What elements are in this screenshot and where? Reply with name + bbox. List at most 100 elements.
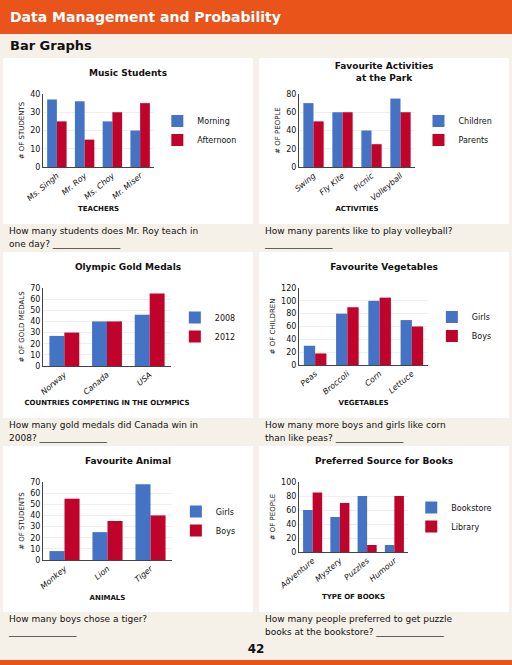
svg-text:10: 10 <box>30 145 40 154</box>
svg-text:Children: Children <box>458 117 491 126</box>
html-text:How many parents like to play: How many parents like to play volleyball… <box>265 226 453 236</box>
svg-text:Favourite Animal: Favourite Animal <box>85 456 171 466</box>
svg-text:40: 40 <box>30 90 40 99</box>
svg-text:0: 0 <box>35 362 40 371</box>
svg-text:Humour: Humour <box>368 556 399 584</box>
svg-text:Olympic Gold Medals: Olympic Gold Medals <box>75 262 181 272</box>
svg-text:Girls: Girls <box>216 508 234 517</box>
svg-text:Morning: Morning <box>197 117 229 126</box>
svg-text:# OF STUDENTS: # OF STUDENTS <box>18 101 26 159</box>
svg-text:40: 40 <box>286 335 296 344</box>
html-text:How many gold medals did Canad: How many gold medals did Canada win in <box>9 420 199 430</box>
svg-text:Broccoli: Broccoli <box>321 369 352 397</box>
html-text:How many more boys and girls l: How many more boys and girls like corn <box>265 420 446 430</box>
html-text:42: 42 <box>247 642 265 656</box>
svg-text:40: 40 <box>30 511 40 520</box>
svg-text:Canada: Canada <box>82 370 111 397</box>
svg-text:20: 20 <box>30 534 40 543</box>
svg-text:VEGETABLES: VEGETABLES <box>339 399 389 407</box>
svg-text:40: 40 <box>286 520 296 529</box>
svg-text:30: 30 <box>30 522 40 531</box>
svg-text:30: 30 <box>30 328 40 337</box>
svg-text:60: 60 <box>30 489 40 498</box>
svg-text:Corn: Corn <box>363 369 383 388</box>
svg-text:70: 70 <box>30 284 40 293</box>
svg-text:20: 20 <box>286 534 296 543</box>
svg-text:Adventure: Adventure <box>278 556 317 590</box>
svg-text:40: 40 <box>286 126 296 135</box>
svg-text:Favourite Activitiesat the Par: Favourite Activitiesat the Park <box>335 61 434 83</box>
svg-text:Norway: Norway <box>39 370 68 397</box>
svg-text:Mr. Roy: Mr. Roy <box>60 171 89 197</box>
svg-text:60: 60 <box>286 322 296 331</box>
svg-text:Tiger: Tiger <box>133 564 155 584</box>
svg-text:100: 100 <box>281 478 296 487</box>
svg-text:Lion: Lion <box>93 564 112 582</box>
svg-text:Music Students: Music Students <box>89 68 167 78</box>
svg-text:Preferred Source for Books: Preferred Source for Books <box>315 456 453 466</box>
svg-text:# OF STUDENTS: # OF STUDENTS <box>18 492 26 550</box>
html-text:How many students does Mr. Roy: How many students does Mr. Roy teach in <box>9 226 199 236</box>
html-text:Data Management and Probabilit: Data Management and Probability <box>10 9 281 25</box>
svg-text:Ms. Singh: Ms. Singh <box>25 171 60 203</box>
svg-text:Girls: Girls <box>472 313 490 322</box>
svg-text:Lettuce: Lettuce <box>387 369 416 395</box>
html-text:Bar Graphs: Bar Graphs <box>10 38 92 53</box>
svg-text:20: 20 <box>30 126 40 135</box>
svg-text:0: 0 <box>291 163 296 172</box>
svg-text:TYPE OF BOOKS: TYPE OF BOOKS <box>322 593 385 601</box>
svg-text:Mr. Miser: Mr. Miser <box>111 171 145 202</box>
svg-text:Bookstore: Bookstore <box>451 504 491 513</box>
svg-text:Swing: Swing <box>293 171 317 193</box>
svg-text:Monkey: Monkey <box>39 564 69 591</box>
svg-text:Boys: Boys <box>472 332 491 341</box>
svg-text:# OF CHILDREN: # OF CHILDREN <box>269 299 277 355</box>
svg-text:10: 10 <box>30 351 40 360</box>
svg-text:80: 80 <box>286 492 296 501</box>
svg-text:70: 70 <box>30 478 40 487</box>
svg-text:80: 80 <box>286 309 296 318</box>
svg-text:USA: USA <box>135 370 153 387</box>
svg-text:Afternoon: Afternoon <box>197 136 236 145</box>
svg-text:30: 30 <box>30 108 40 117</box>
html-text:one day? _______________: one day? _______________ <box>9 239 121 249</box>
svg-text:40: 40 <box>30 317 40 326</box>
svg-text:Peas: Peas <box>299 369 319 388</box>
svg-text:Ms. Choy: Ms. Choy <box>83 171 117 201</box>
svg-text:0: 0 <box>35 556 40 565</box>
svg-text:ACTIVITIES: ACTIVITIES <box>335 205 378 213</box>
svg-text:2012: 2012 <box>215 333 235 342</box>
html-text:2008? _______________: 2008? _______________ <box>9 433 107 443</box>
svg-text:100: 100 <box>281 297 296 306</box>
svg-text:50: 50 <box>30 500 40 509</box>
svg-text:80: 80 <box>286 90 296 99</box>
svg-text:COUNTRIES COMPETING IN THE OLY: COUNTRIES COMPETING IN THE OLYMPICS <box>24 399 189 407</box>
svg-text:20: 20 <box>286 145 296 154</box>
svg-text:Favourite Vegetables: Favourite Vegetables <box>330 262 438 272</box>
svg-text:# OF GOLD MEDALS: # OF GOLD MEDALS <box>18 291 26 363</box>
svg-text:Puzzles: Puzzles <box>343 556 371 582</box>
svg-text:0: 0 <box>291 361 296 370</box>
svg-text:20: 20 <box>286 348 296 357</box>
svg-text:Volleyball: Volleyball <box>369 171 405 203</box>
svg-text:60: 60 <box>30 295 40 304</box>
svg-text:0: 0 <box>291 548 296 557</box>
svg-text:Boys: Boys <box>216 527 235 536</box>
svg-text:120: 120 <box>281 284 296 293</box>
svg-text:Library: Library <box>451 523 479 532</box>
svg-text:10: 10 <box>30 545 40 554</box>
svg-text:TEACHERS: TEACHERS <box>78 205 119 213</box>
svg-text:# OF PEOPLE: # OF PEOPLE <box>269 494 277 541</box>
svg-text:50: 50 <box>30 306 40 315</box>
svg-text:Parents: Parents <box>458 136 488 145</box>
svg-text:60: 60 <box>286 506 296 515</box>
svg-text:20: 20 <box>30 340 40 349</box>
svg-text:# OF PEOPLE: # OF PEOPLE <box>274 107 282 154</box>
svg-text:ANIMALS: ANIMALS <box>90 594 126 602</box>
svg-text:Picnic: Picnic <box>352 171 376 193</box>
svg-text:Fly Kite: Fly Kite <box>318 171 347 197</box>
svg-text:Mystery: Mystery <box>314 556 344 584</box>
svg-text:0: 0 <box>35 163 40 172</box>
svg-text:2008: 2008 <box>215 314 235 323</box>
svg-text:60: 60 <box>286 108 296 117</box>
